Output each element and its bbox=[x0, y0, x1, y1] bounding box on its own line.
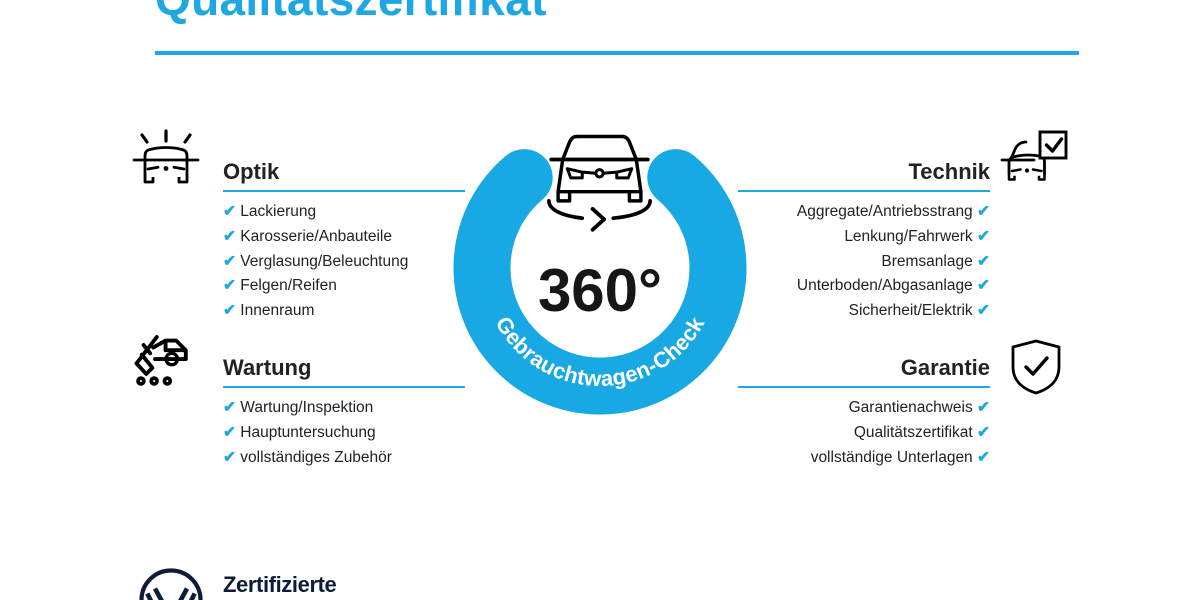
svg-text:360°: 360° bbox=[538, 257, 662, 324]
